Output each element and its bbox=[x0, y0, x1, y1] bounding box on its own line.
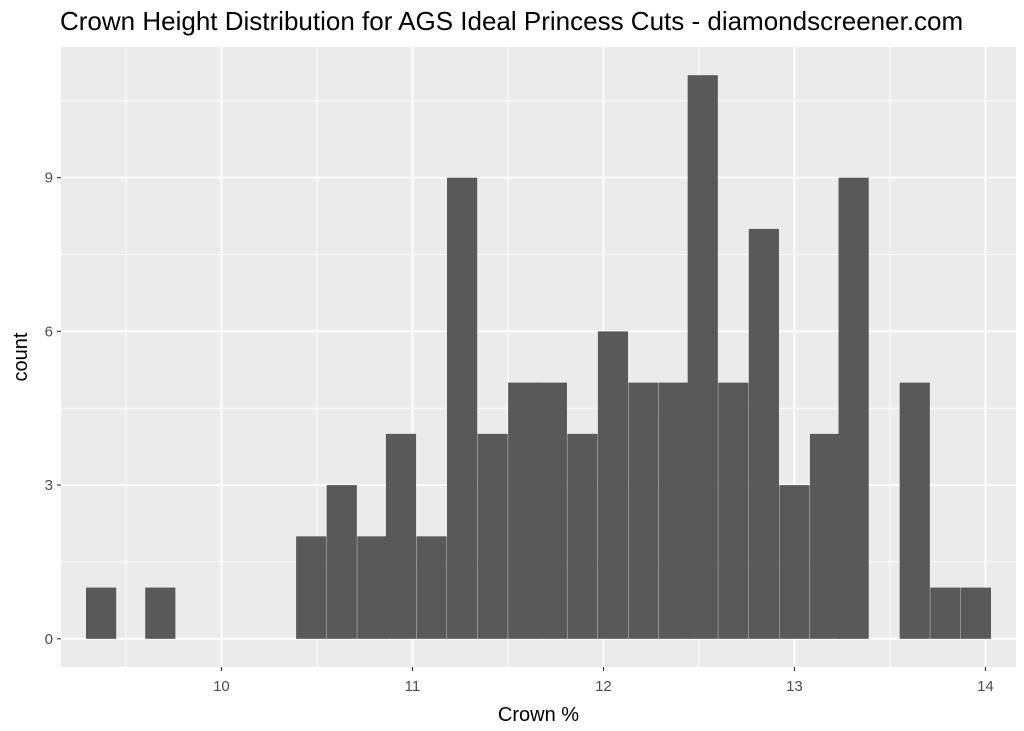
histogram-bar bbox=[748, 228, 779, 639]
histogram-bar bbox=[659, 382, 690, 639]
chart-title: Crown Height Distribution for AGS Ideal … bbox=[60, 6, 964, 36]
histogram-bar bbox=[416, 536, 447, 639]
histogram-bar bbox=[477, 433, 508, 639]
histogram-bar bbox=[930, 587, 961, 639]
histogram-bar bbox=[86, 587, 117, 639]
histogram-bar bbox=[899, 382, 930, 639]
x-tick-label: 14 bbox=[977, 678, 994, 695]
histogram-bar bbox=[567, 433, 598, 639]
histogram-bar bbox=[960, 587, 991, 639]
histogram-bar bbox=[447, 177, 478, 639]
y-tick-label: 0 bbox=[45, 631, 53, 648]
y-tick-label: 9 bbox=[45, 170, 53, 187]
histogram-bar bbox=[508, 382, 539, 639]
histogram-bar bbox=[809, 433, 841, 639]
x-tick-label: 12 bbox=[595, 678, 612, 695]
histogram-bar bbox=[326, 485, 357, 639]
y-axis-title: count bbox=[10, 332, 32, 381]
histogram-bar bbox=[385, 433, 417, 639]
histogram-bar bbox=[145, 587, 176, 639]
histogram-bar bbox=[779, 485, 810, 639]
histogram-bar bbox=[687, 75, 718, 639]
histogram-bar bbox=[838, 177, 869, 639]
y-tick-label: 3 bbox=[45, 477, 53, 494]
x-tick-label: 13 bbox=[786, 678, 803, 695]
histogram-bar bbox=[628, 382, 659, 639]
histogram-bar bbox=[357, 536, 388, 639]
x-tick-label: 11 bbox=[405, 678, 421, 695]
y-tick-label: 6 bbox=[45, 323, 53, 340]
histogram-bar bbox=[718, 382, 749, 639]
x-tick-label: 10 bbox=[213, 678, 230, 695]
histogram-bar bbox=[597, 331, 629, 639]
x-axis-title: Crown % bbox=[498, 704, 579, 726]
histogram-bar bbox=[296, 536, 327, 639]
histogram-bar bbox=[536, 382, 567, 639]
